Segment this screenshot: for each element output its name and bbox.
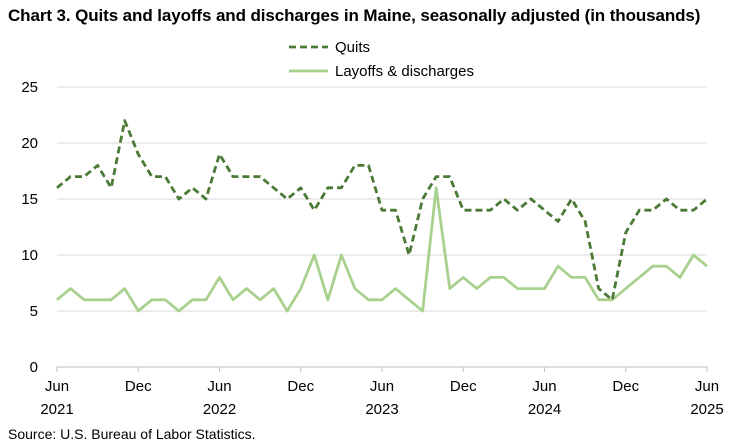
legend-quits-label: Quits xyxy=(335,39,370,56)
y-tick-label: 25 xyxy=(21,79,38,96)
x-tick-label: Dec xyxy=(125,378,152,395)
x-axis-tick-labels: Jun 2021 Dec Jun 2022 Dec Jun 2023 Dec Jun 2024 Dec… xyxy=(40,378,723,418)
y-axis-tick-labels: 0 5 10 15 20 25 xyxy=(21,79,38,376)
x-tick-year-label: 2023 xyxy=(365,401,398,418)
x-tick-label: Dec xyxy=(612,378,639,395)
layoffs-series-line xyxy=(56,186,708,313)
x-tick-year-label: 2022 xyxy=(203,401,236,418)
y-tick-label: 0 xyxy=(30,359,38,376)
x-tick-label: Jun xyxy=(370,378,394,395)
legend: Quits Layoffs & discharges xyxy=(289,39,474,80)
y-tick-label: 10 xyxy=(21,247,38,264)
x-tick-label: Jun xyxy=(45,378,69,395)
source-note: Source: U.S. Bureau of Labor Statistics. xyxy=(8,426,256,442)
x-tick-label: Jun xyxy=(532,378,556,395)
x-tick-year-label: 2021 xyxy=(40,401,73,418)
y-tick-label: 15 xyxy=(21,191,38,208)
x-axis-tick-marks xyxy=(56,367,708,372)
series-lines xyxy=(56,119,708,313)
x-tick-year-label: 2024 xyxy=(528,401,561,418)
x-tick-label: Jun xyxy=(207,378,231,395)
quits-series-line xyxy=(56,119,708,302)
legend-layoffs-label: Layoffs & discharges xyxy=(335,63,474,80)
x-tick-label: Jun xyxy=(695,378,719,395)
y-tick-label: 20 xyxy=(21,135,38,152)
chart-title: Chart 3. Quits and layoffs and discharge… xyxy=(8,6,701,25)
y-tick-label: 5 xyxy=(30,303,38,320)
x-tick-year-label: 2025 xyxy=(690,401,723,418)
gridlines xyxy=(57,86,707,312)
x-tick-label: Dec xyxy=(287,378,314,395)
x-tick-label: Dec xyxy=(450,378,477,395)
